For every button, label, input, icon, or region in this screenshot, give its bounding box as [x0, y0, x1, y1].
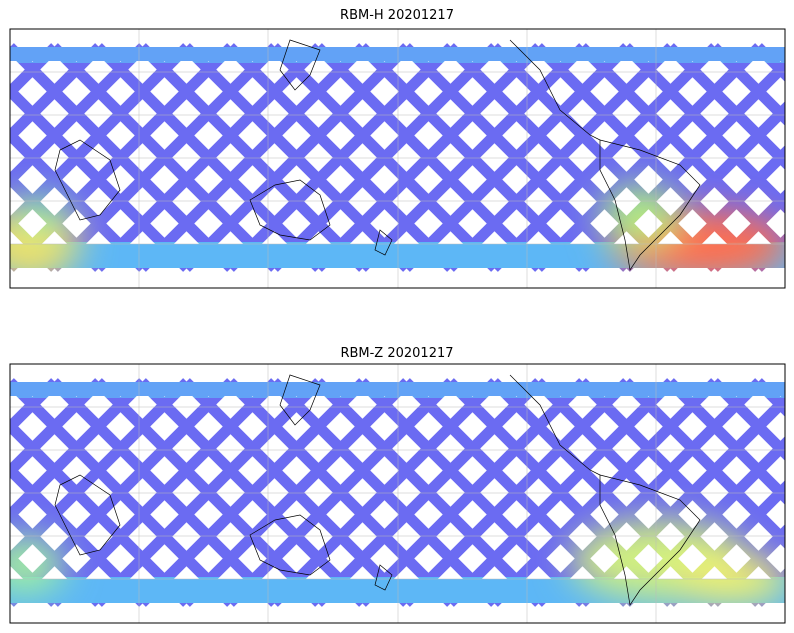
swath-field [10, 29, 785, 288]
coastline [374, 564, 393, 591]
coastline [54, 474, 121, 556]
map-frame [9, 363, 786, 624]
hot-spot [670, 555, 785, 605]
coastline [374, 229, 393, 256]
coastline [249, 514, 331, 576]
hot-spots [10, 185, 785, 280]
hot-spot [600, 185, 680, 245]
swath-edge [10, 47, 785, 63]
coastline [279, 39, 321, 91]
coastline [279, 374, 321, 426]
panel-title: RBM-Z 20201217 [340, 346, 453, 361]
hot-spots [10, 520, 785, 605]
panel-title: RBM-H 20201217 [340, 8, 454, 23]
coastline [54, 139, 121, 221]
hot-spot [10, 535, 65, 595]
coastline [509, 374, 601, 476]
coastline [599, 139, 701, 271]
coastline [249, 179, 331, 241]
coastline [599, 474, 701, 606]
map-frame [9, 28, 786, 289]
swath-field [10, 364, 785, 623]
swath-edge [10, 382, 785, 398]
hot-spot [10, 195, 70, 235]
coastline [509, 39, 601, 141]
